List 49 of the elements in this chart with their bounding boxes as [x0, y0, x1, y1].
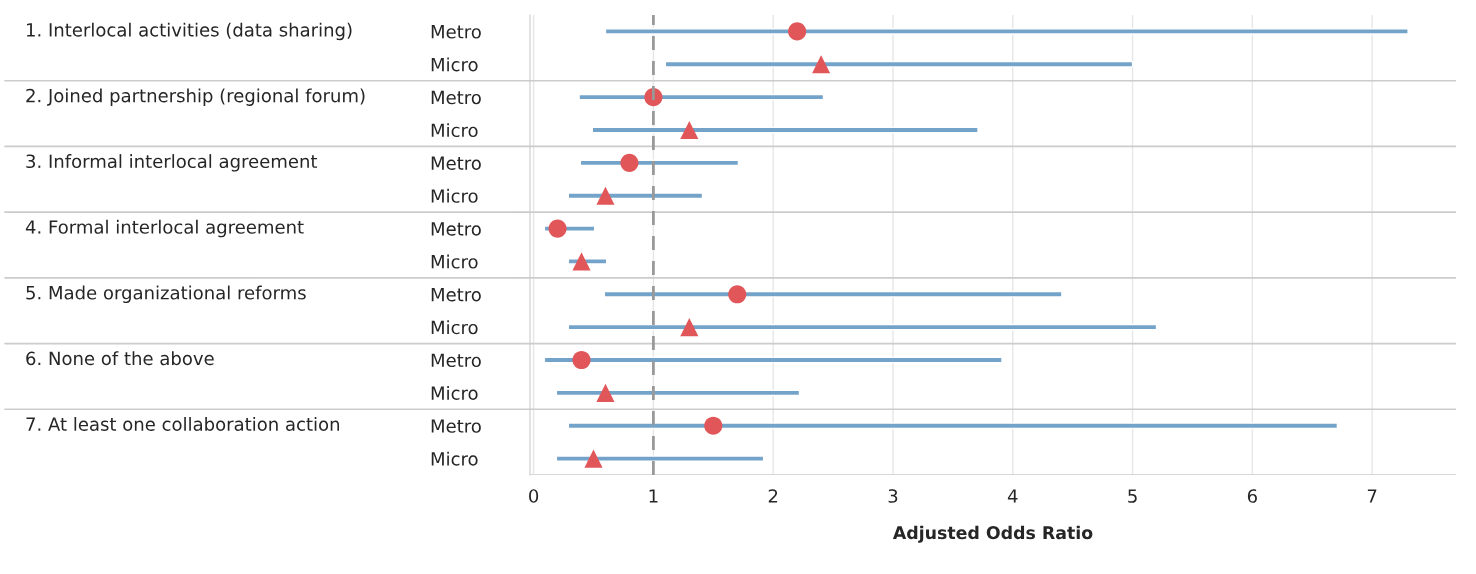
y-tick-label: Metro [431, 25, 481, 39]
text: 7. At least one collaboration action [26, 416, 340, 431]
x-tick-label: 7 [1367, 489, 1377, 503]
y-tick-label: Micro [431, 320, 478, 335]
y-tick-label: Micro [431, 123, 478, 138]
text: 6. None of the above [26, 351, 214, 366]
x-tick-label: 1 [649, 489, 658, 503]
point [596, 186, 615, 205]
bar [567, 192, 704, 200]
bar [604, 28, 1409, 35]
bar [555, 455, 765, 462]
text: 3. Informal interlocal agreement [26, 154, 318, 172]
y-tick-label: Micro [431, 188, 478, 203]
bar [664, 60, 1134, 68]
y-tick-label: Metro [431, 90, 481, 105]
text: 5. Made organizational reforms [26, 285, 306, 304]
point [572, 252, 591, 271]
point [680, 318, 699, 337]
x-axis-title: Adjusted Odds Ratio [892, 525, 1093, 543]
y-tick-label: Metro [431, 222, 481, 236]
point [812, 55, 831, 74]
x-tick-label: 6 [1247, 489, 1257, 503]
x-tick-label: 3 [888, 489, 898, 503]
y-tick-label: Metro [431, 287, 481, 302]
y-tick-label: Micro [431, 57, 478, 72]
text: 1. Interlocal activities (data sharing) [26, 22, 352, 41]
y-tick-label: Metro [431, 419, 481, 433]
y-tick-label: Metro [431, 156, 481, 170]
x-tick-label: 4 [1007, 489, 1018, 503]
x-tick-label: 0 [529, 489, 539, 503]
point [788, 22, 807, 41]
point [596, 383, 615, 402]
point [572, 350, 591, 370]
point [584, 449, 603, 468]
bar [567, 422, 1339, 430]
x-tick-label: 2 [768, 489, 778, 503]
y-tick-label: Metro [431, 353, 481, 368]
point [704, 416, 723, 435]
y-tick-label: Micro [431, 386, 478, 400]
bar [603, 290, 1063, 298]
text: 2. Joined partnership (regional forum) [26, 88, 365, 106]
point [680, 120, 699, 140]
point [728, 285, 747, 304]
y-tick-label: Micro [431, 451, 478, 466]
y-tick-label: Micro [431, 254, 478, 269]
x-tick-label: 5 [1128, 489, 1137, 503]
point [620, 153, 639, 172]
point [548, 219, 567, 238]
text: 4. Formal interlocal agreement [25, 219, 304, 238]
